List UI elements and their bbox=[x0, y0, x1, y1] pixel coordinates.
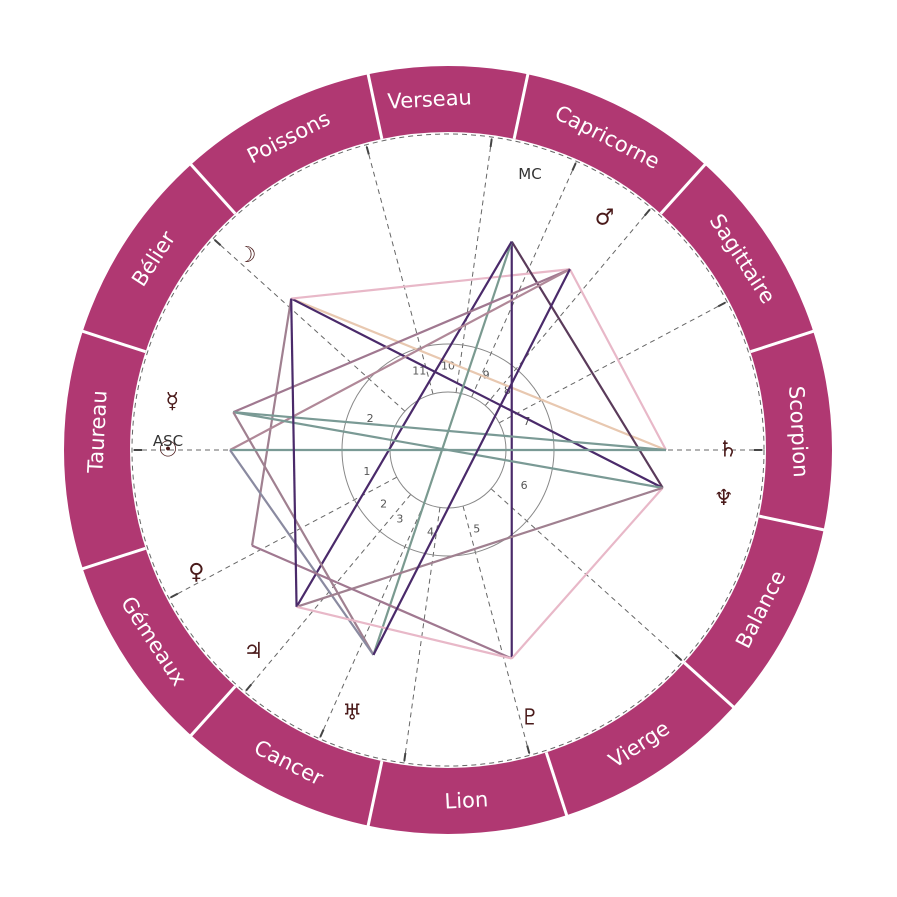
saturn-icon: ♄ bbox=[718, 438, 738, 463]
sign-divider bbox=[188, 162, 237, 215]
house-number: 3 bbox=[396, 512, 403, 525]
cusp-line bbox=[403, 507, 441, 763]
cusp-line bbox=[365, 144, 434, 395]
cusp-line bbox=[319, 502, 425, 739]
sun-icon: ☉ bbox=[158, 438, 178, 463]
cusp-line bbox=[212, 238, 406, 412]
jupiter-icon: ♃ bbox=[244, 639, 264, 664]
cusp-line bbox=[462, 505, 531, 756]
house-number: 4 bbox=[427, 526, 434, 539]
cusp-line bbox=[244, 494, 412, 693]
mars-icon: ♂ bbox=[595, 205, 615, 230]
cusp-tick bbox=[526, 745, 531, 754]
cusp-tick bbox=[571, 162, 577, 171]
aspect-line-jupiter-pluto bbox=[296, 605, 512, 660]
aspect-line-mars-mercury bbox=[232, 268, 571, 414]
sign-divider bbox=[512, 72, 530, 140]
house-number: 9 bbox=[483, 369, 490, 382]
sign-divider bbox=[758, 514, 826, 532]
cusp-line bbox=[455, 137, 493, 393]
cusp-tick bbox=[170, 592, 179, 599]
sign-divider bbox=[188, 685, 237, 738]
zodiac-ring: VerseauCapricorneSagittaireScorpionBalan… bbox=[64, 66, 832, 834]
mercury-icon: ☿ bbox=[165, 389, 179, 414]
cusp-line bbox=[498, 301, 728, 424]
cusp-line bbox=[484, 207, 652, 406]
sign-divider bbox=[80, 546, 147, 571]
cusp-tick bbox=[319, 729, 325, 738]
aspect-line-moon-venus bbox=[250, 298, 293, 546]
aspect-line-moon-neptune bbox=[290, 297, 664, 489]
cusp-tick bbox=[365, 146, 370, 155]
sign-divider bbox=[80, 329, 147, 354]
aspect-line-moon-saturn bbox=[290, 297, 667, 452]
aspect-line-neptune-pluto bbox=[510, 487, 664, 660]
aspect-line-mercury-saturn bbox=[233, 411, 667, 452]
house-number: 11 bbox=[412, 365, 426, 378]
cusp-tick bbox=[245, 683, 253, 692]
aspect-line-jupiter-moon bbox=[290, 298, 298, 607]
cusp-line bbox=[471, 161, 577, 398]
house-number: 2 bbox=[367, 412, 374, 425]
pluto-icon: ♇ bbox=[520, 705, 540, 730]
midheaven-label: MC bbox=[518, 165, 541, 183]
aspect-line-mc-jupiter bbox=[295, 240, 513, 608]
cusp-tick bbox=[403, 752, 407, 762]
sign-label-6: Lion bbox=[444, 787, 489, 813]
sign-divider bbox=[366, 760, 384, 828]
sign-divider bbox=[683, 661, 736, 710]
aspect-line-sun-uranus bbox=[229, 449, 375, 656]
sign-divider bbox=[749, 329, 816, 354]
aspect-line-mars-saturn bbox=[568, 268, 667, 451]
house-number: 2 bbox=[380, 497, 387, 510]
sign-label-3: Scorpion bbox=[784, 385, 813, 478]
planet-glyphs: ☉ ☽ ☿ ♀ ♂ ♃ ♄ ♅ ♆ ♇ ASC MC bbox=[153, 165, 738, 730]
cusp-tick bbox=[643, 208, 651, 217]
aspect-line-neptune-jupiter bbox=[296, 486, 664, 608]
cusp-tick bbox=[489, 138, 493, 148]
aspect-line-venus-pluto bbox=[251, 544, 513, 660]
house-number: 6 bbox=[521, 479, 528, 492]
aspect-line-uranus-mars bbox=[372, 268, 571, 656]
zodiac-band bbox=[64, 66, 832, 834]
aspect-lines bbox=[229, 240, 667, 660]
aspect-line-mars-sun bbox=[229, 268, 571, 451]
inner-dashed-circle bbox=[131, 133, 765, 767]
sign-divider bbox=[544, 751, 569, 818]
sign-divider bbox=[659, 162, 708, 215]
neptune-icon: ♆ bbox=[714, 486, 734, 511]
aspect-line-moon-mars bbox=[291, 268, 571, 300]
venus-icon: ♀ bbox=[188, 560, 204, 585]
sign-divider bbox=[366, 72, 384, 140]
aspect-line-mercury-uranus bbox=[232, 411, 375, 656]
cusp-tick bbox=[674, 654, 683, 661]
cusp-tick bbox=[717, 301, 726, 308]
ascendant-label: ASC bbox=[153, 432, 183, 450]
moon-icon: ☽ bbox=[237, 243, 257, 268]
cusp-line bbox=[168, 476, 398, 599]
uranus-icon: ♅ bbox=[342, 701, 362, 726]
sign-label-9: Taureau bbox=[83, 390, 111, 475]
house-number: 7 bbox=[523, 415, 530, 428]
sign-label-0: Verseau bbox=[387, 85, 472, 113]
house-number: 5 bbox=[473, 522, 480, 535]
cusp-tick bbox=[213, 239, 222, 246]
house-number: 1 bbox=[363, 465, 370, 478]
cusp-line bbox=[490, 488, 684, 662]
